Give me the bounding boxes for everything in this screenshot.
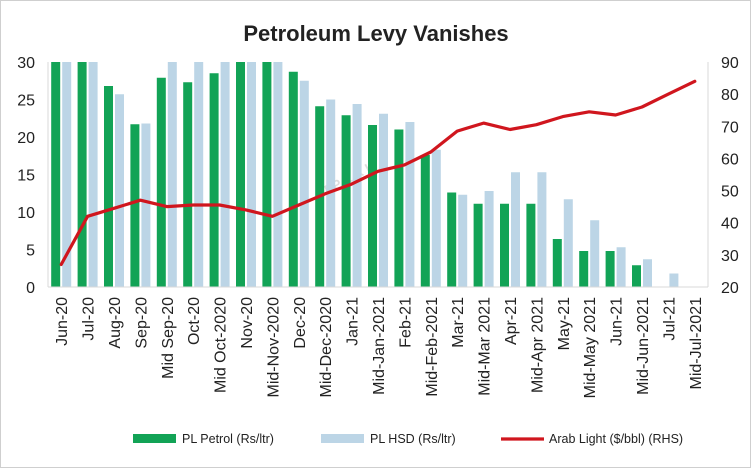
- x-tick-label: Jun-20: [54, 297, 71, 346]
- bar-pl-petrol: [421, 155, 430, 287]
- y2-tick-label: 20: [721, 280, 739, 297]
- legend-label-pl-hsd: PL HSD (Rs/ltr): [370, 432, 456, 446]
- chart-title: Petroleum Levy Vanishes: [243, 21, 508, 46]
- x-tick-label: Mid-Jul-2021: [688, 297, 705, 390]
- bar-pl-petrol: [394, 130, 403, 288]
- bar-pl-hsd: [643, 259, 652, 287]
- x-tick-label: Oct-20: [186, 297, 203, 345]
- y-tick-label: 25: [17, 93, 35, 110]
- bar-pl-hsd: [669, 274, 678, 288]
- x-tick-label: Mid Sep-20: [160, 297, 177, 379]
- y-tick-label: 30: [17, 55, 35, 72]
- legend-label-pl-petrol: PL Petrol (Rs/ltr): [182, 432, 274, 446]
- legend-swatch-pl-hsd: [321, 434, 364, 443]
- x-tick-label: Mid-Feb-2021: [424, 297, 441, 397]
- bar-pl-hsd: [537, 172, 546, 287]
- x-tick-label: Mid-Mar 2021: [477, 297, 494, 396]
- x-tick-label: Sep-20: [133, 297, 150, 349]
- x-tick-label: Mid-May 2021: [582, 297, 599, 398]
- bar-pl-petrol: [368, 125, 377, 287]
- legend: PL Petrol (Rs/ltr) PL HSD (Rs/ltr) Arab Li…: [133, 432, 683, 446]
- bar-pl-petrol: [289, 72, 298, 287]
- bar-pl-hsd: [485, 191, 494, 287]
- y2-tick-label: 50: [721, 184, 739, 201]
- x-tick-label: Apr-21: [503, 297, 520, 345]
- bar-pl-petrol: [157, 78, 166, 287]
- y-tick-label: 5: [26, 243, 35, 260]
- bar-pl-petrol: [526, 204, 535, 287]
- x-tick-label: May-21: [556, 297, 573, 350]
- x-tick-label: Aug-20: [107, 297, 124, 349]
- bar-pl-hsd: [221, 62, 230, 287]
- y2-tick-label: 40: [721, 216, 739, 233]
- x-tick-label: Nov-20: [239, 297, 256, 349]
- bar-pl-hsd: [168, 62, 177, 287]
- legend-label-arab-light: Arab Light ($/bbl) (RHS): [549, 432, 683, 446]
- bar-pl-hsd: [432, 150, 441, 287]
- x-tick-label: Feb-21: [397, 297, 414, 348]
- bar-pl-petrol: [51, 62, 60, 287]
- bar-pl-hsd: [273, 62, 282, 287]
- series-line-arab-light: [61, 81, 695, 264]
- bar-pl-petrol: [130, 124, 139, 287]
- right-axis: 20 30 40 50 60 70 80 90: [721, 55, 739, 297]
- y2-tick-label: 80: [721, 87, 739, 104]
- bar-pl-hsd: [353, 104, 362, 287]
- bar-pl-petrol: [104, 86, 113, 287]
- bar-pl-petrol: [474, 204, 483, 287]
- y-tick-label: 15: [17, 168, 35, 185]
- bar-pl-hsd: [564, 199, 573, 287]
- bar-pl-petrol: [262, 62, 271, 287]
- bar-pl-petrol: [553, 239, 562, 287]
- bar-pl-petrol: [606, 251, 615, 287]
- y-tick-label: 10: [17, 205, 35, 222]
- bar-pl-petrol: [447, 193, 456, 288]
- bar-pl-hsd: [458, 195, 467, 287]
- bar-pl-hsd: [590, 220, 599, 287]
- legend-swatch-pl-petrol: [133, 434, 176, 443]
- x-tick-label: Mid-Jun-2021: [635, 297, 652, 395]
- y-tick-label: 0: [26, 280, 35, 297]
- y2-tick-label: 60: [721, 151, 739, 168]
- line-layer: [61, 81, 695, 264]
- x-tick-label: Jan-21: [345, 297, 362, 346]
- bar-pl-hsd: [247, 62, 256, 287]
- x-tick-label: Jul-20: [81, 297, 98, 341]
- bar-pl-petrol: [210, 73, 219, 287]
- x-tick-label: Dec-20: [292, 297, 309, 349]
- bar-pl-hsd: [115, 94, 124, 287]
- x-tick-label: Mar-21: [450, 297, 467, 348]
- y2-tick-label: 30: [721, 248, 739, 265]
- x-tick-label: Mid-Nov-2020: [265, 297, 282, 398]
- x-tick-label: Mid-Apr 2021: [529, 297, 546, 393]
- x-tick-label: Mid Oct-2020: [213, 297, 230, 393]
- left-axis: 0 5 10 15 20 25 30: [17, 55, 35, 297]
- bar-pl-petrol: [342, 115, 351, 287]
- bar-pl-petrol: [632, 265, 641, 287]
- x-tick-label: Mid-Jan-2021: [371, 297, 388, 395]
- bar-pl-hsd: [194, 62, 203, 287]
- bar-pl-hsd: [379, 114, 388, 287]
- bar-pl-petrol: [579, 251, 588, 287]
- y2-tick-label: 70: [721, 119, 739, 136]
- y-tick-label: 20: [17, 130, 35, 147]
- bar-pl-petrol: [500, 204, 509, 287]
- bar-pl-hsd: [89, 62, 98, 287]
- x-tick-label: Jun-21: [609, 297, 626, 346]
- y2-tick-label: 90: [721, 55, 739, 72]
- bar-pl-hsd: [405, 122, 414, 287]
- bar-pl-petrol: [78, 62, 87, 287]
- bar-pl-hsd: [511, 172, 520, 287]
- bar-pl-petrol: [236, 62, 245, 287]
- bar-pl-hsd: [300, 81, 309, 287]
- bar-pl-hsd: [617, 247, 626, 287]
- x-tick-label: Mid-Dec-2020: [318, 297, 335, 398]
- bar-pl-hsd: [141, 124, 150, 288]
- bar-pl-petrol: [183, 82, 192, 287]
- x-tick-label: Jul-21: [661, 297, 678, 341]
